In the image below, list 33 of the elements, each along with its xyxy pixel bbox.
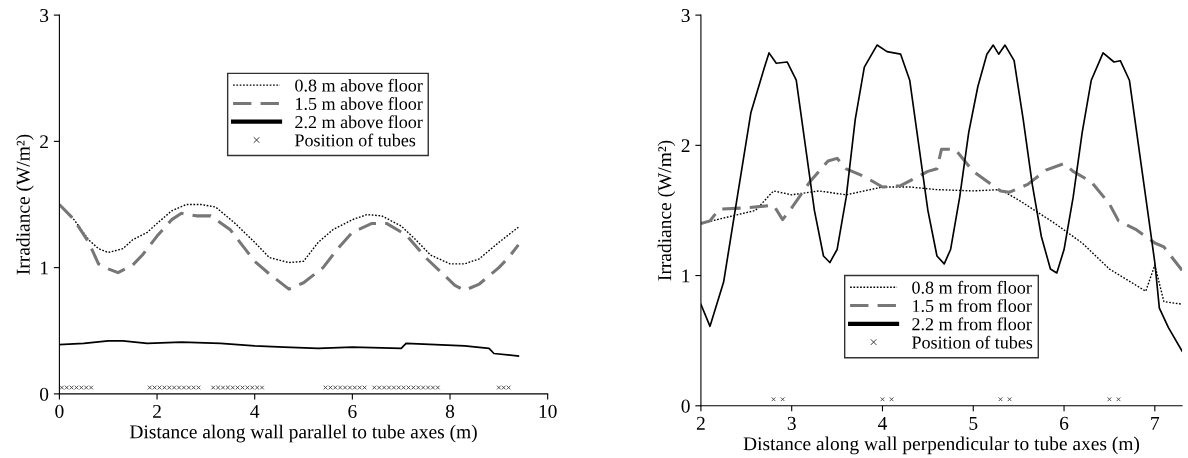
legend-label: 0.8 m above floor <box>295 78 423 92</box>
x-tick-label: 8 <box>445 404 455 418</box>
x-tick-label: 3 <box>787 416 796 430</box>
legend-label: 0.8 m from floor <box>912 280 1032 294</box>
legend-label: 2.2 m from floor <box>912 317 1032 331</box>
y-axis-title: Irradiance (W/m²) <box>657 140 676 281</box>
y-tick-label: 2 <box>40 135 48 149</box>
legend-label: 1.5 m from floor <box>913 299 1032 313</box>
x-tick-label: 4 <box>250 404 260 418</box>
legend-label: Position of tubes <box>294 133 416 147</box>
y-axis-title: Irradiance (W/m²) <box>16 134 34 275</box>
x-tick-label: 2 <box>696 416 705 430</box>
x-tick-label: 6 <box>348 404 357 418</box>
y-tick-label: 3 <box>40 8 49 23</box>
x-tick-label: 10 <box>539 404 557 418</box>
legend-label: 2.2 m above floor <box>295 115 423 129</box>
x-tick-label: 2 <box>153 404 161 418</box>
y-tick-label: 0 <box>40 387 49 401</box>
line-series <box>700 147 1183 272</box>
y-tick-label: 3 <box>681 8 690 23</box>
x-tick-label: 6 <box>1060 416 1069 430</box>
y-tick-label: 1 <box>40 261 48 275</box>
x-tick-label: 0 <box>55 404 64 418</box>
x-axis-title: Distance along wall perpendicular to tube axes (m) <box>743 436 1140 455</box>
x-tick-label: 4 <box>878 416 888 430</box>
x-tick-label: 7 <box>1151 416 1160 430</box>
line-series <box>59 202 520 292</box>
y-tick-label: 2 <box>681 139 690 153</box>
y-tick-label: 1 <box>682 269 690 283</box>
legend-label: Position of tubes <box>912 335 1033 349</box>
x-tick-label: 5 <box>969 416 978 430</box>
legend-label: 1.5 m above floor <box>296 97 423 110</box>
x-axis-title: Distance along wall parallel to tube axes (m) <box>129 424 477 443</box>
